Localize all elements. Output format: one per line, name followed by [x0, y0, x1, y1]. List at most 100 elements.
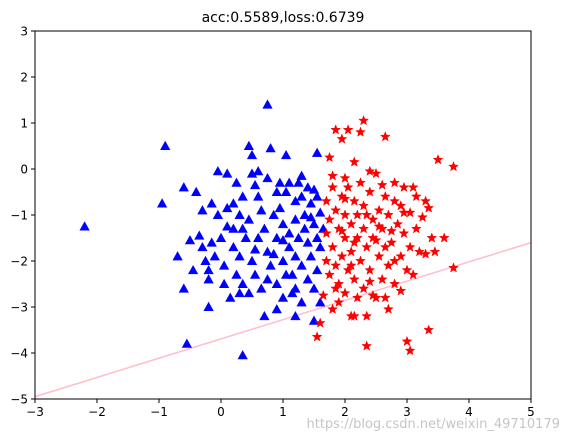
data-point-triangle [262, 172, 273, 183]
data-point-triangle [274, 202, 286, 213]
data-point-star [389, 255, 401, 266]
data-point-triangle [305, 212, 317, 222]
data-point-star [339, 172, 351, 183]
data-point-star [339, 287, 351, 298]
data-point-star [410, 190, 422, 202]
data-point-star [355, 177, 366, 188]
data-point-star [311, 331, 323, 342]
data-point-star [355, 126, 366, 137]
data-point-triangle [181, 338, 193, 348]
data-point-star [448, 262, 459, 273]
data-point-star [351, 232, 363, 243]
data-point-triangle [172, 251, 183, 261]
data-point-star [345, 246, 357, 257]
data-point-star [320, 195, 332, 206]
data-point-triangle [222, 168, 233, 178]
data-point-star [423, 202, 435, 213]
data-point-star [364, 275, 376, 287]
data-point-star [320, 255, 332, 266]
y-tick-label: 2 [20, 71, 28, 85]
data-point-triangle [259, 310, 270, 321]
data-point-triangle [222, 202, 233, 213]
data-point-star [392, 218, 404, 229]
x-tick-label: 4 [465, 405, 473, 419]
x-tick-label: −2 [88, 405, 106, 419]
data-point-star [336, 133, 348, 144]
data-point-star [336, 225, 348, 236]
data-point-triangle [203, 264, 214, 275]
data-point-star [395, 250, 407, 262]
data-point-star [389, 177, 401, 188]
data-point-triangle [203, 274, 214, 284]
y-tick-label: −4 [10, 347, 28, 361]
data-point-triangle [256, 205, 267, 215]
data-point-triangle [222, 221, 233, 231]
data-point-triangle [187, 264, 199, 275]
watermark-text: https://blog.csdn.net/weixin_49710179 [306, 417, 560, 432]
data-point-triangle [290, 214, 301, 224]
data-point-star [330, 204, 342, 216]
data-point-triangle [160, 140, 171, 150]
data-point-triangle [246, 255, 258, 265]
data-point-triangle [231, 269, 242, 279]
data-point-triangle [246, 149, 258, 160]
data-point-triangle [277, 292, 289, 302]
data-point-triangle [194, 230, 205, 240]
data-point-triangle [249, 269, 261, 279]
data-point-triangle [296, 260, 307, 270]
y-tick-label: −3 [10, 301, 28, 315]
data-point-triangle [284, 241, 295, 252]
data-point-star [358, 223, 370, 234]
data-point-star [345, 310, 357, 321]
data-point-triangle [253, 191, 264, 201]
y-tick-label: −2 [10, 255, 28, 269]
data-point-triangle [243, 214, 255, 224]
data-point-star [361, 241, 373, 252]
data-point-triangle [302, 182, 313, 192]
data-point-star [348, 273, 360, 285]
data-point-triangle [231, 177, 242, 187]
data-point-star [398, 227, 410, 239]
data-point-triangle [79, 221, 90, 231]
chart-title: acc:0.5589,loss:0.6739 [202, 10, 365, 26]
data-point-triangle [234, 287, 245, 298]
data-point-star [345, 259, 357, 271]
data-point-triangle [240, 232, 251, 242]
data-point-triangle [184, 235, 196, 245]
data-point-triangle [271, 186, 282, 196]
data-point-triangle [197, 241, 208, 252]
data-point-star [386, 236, 397, 248]
x-tick-label: 1 [279, 405, 287, 419]
data-point-star [438, 232, 450, 243]
data-point-star [382, 303, 394, 314]
data-point-star [376, 273, 388, 285]
data-point-star [382, 209, 394, 220]
data-point-star [342, 124, 354, 135]
data-point-star [339, 209, 351, 220]
data-point-star [348, 236, 360, 248]
data-point-star [379, 131, 391, 142]
data-point-triangle [305, 198, 317, 208]
data-point-triangle [290, 195, 301, 206]
data-point-triangle [268, 248, 279, 259]
data-point-triangle [315, 207, 326, 217]
data-point-star [348, 156, 360, 167]
data-point-triangle [296, 297, 307, 307]
data-point-triangle [308, 283, 320, 293]
data-point-triangle [253, 166, 264, 176]
plot-area [35, 99, 531, 398]
data-point-triangle [271, 304, 282, 314]
data-point-triangle [290, 251, 301, 261]
data-point-star [324, 151, 335, 163]
data-point-triangle [265, 260, 276, 270]
data-point-star [351, 292, 363, 303]
data-point-triangle [280, 149, 292, 160]
data-point-star [358, 114, 370, 126]
data-point-triangle [284, 228, 295, 238]
data-point-star [361, 209, 373, 220]
data-point-triangle [262, 246, 273, 256]
data-point-triangle [296, 191, 307, 201]
data-point-triangle [228, 198, 239, 208]
data-point-star [361, 310, 373, 321]
